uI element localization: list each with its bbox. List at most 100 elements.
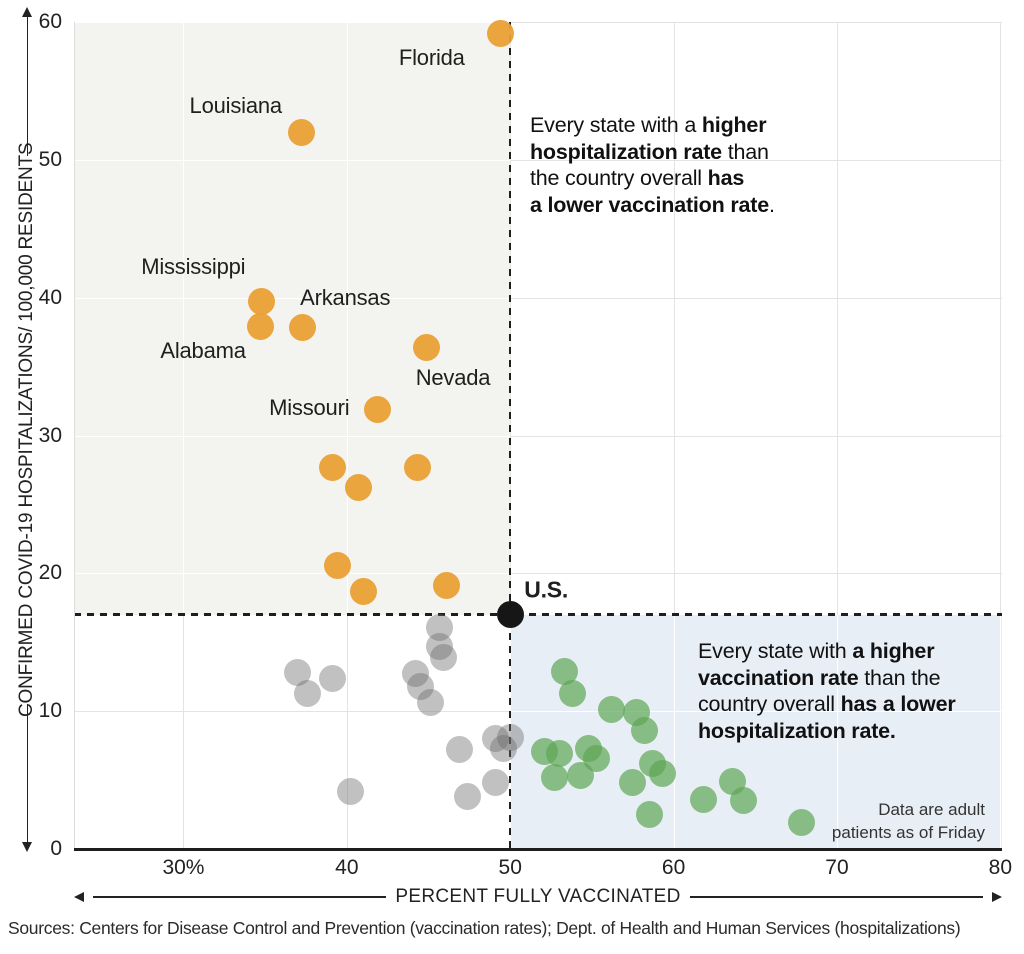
us-vaccination-reference-line	[508, 22, 512, 849]
gridline-horizontal	[74, 159, 511, 161]
annotation-higher-hospitalization: Every state with a higher hospitalization…	[530, 113, 775, 217]
x-tick-label: 70	[825, 856, 849, 879]
plot-area: Florida Louisiana Mississippi Arkansas Alaba…	[74, 19, 1002, 849]
scatter-dot-lower_hospitalization_lower_vaccination	[454, 783, 482, 811]
gridline-horizontal	[74, 435, 511, 437]
scatter-dot-lower_hospitalization_lower_vaccination	[406, 672, 434, 700]
scatter-dot-nevada	[413, 333, 441, 361]
y-tick-label: 0	[50, 837, 62, 860]
scatter-dot-higher_vaccination_than_us	[558, 679, 586, 707]
scatter-dot-higher_vaccination_than_us	[635, 801, 663, 829]
x-tick-label: 50	[498, 856, 522, 879]
scatter-dot-higher_vaccination_than_us	[566, 762, 594, 790]
scatter-dot-higher_hospitalization_than_us	[344, 474, 372, 502]
x-tick-label: 30%	[162, 856, 205, 879]
scatter-dot-missouri	[364, 395, 392, 423]
scatter-dot-lower_hospitalization_lower_vaccination	[429, 643, 457, 671]
label-arkansas: Arkansas	[300, 284, 391, 310]
x-axis-line	[74, 848, 1002, 851]
scatter-dot-lower_hospitalization_lower_vaccination	[416, 689, 444, 717]
gridline-horizontal	[74, 22, 511, 23]
label-us: U.S.	[524, 576, 569, 603]
scatter-dot-lower_hospitalization_lower_vaccination	[294, 679, 322, 707]
gridline-horizontal	[74, 297, 1002, 299]
scatter-dot-higher_hospitalization_than_us	[323, 551, 351, 579]
gridline-vertical	[836, 614, 838, 849]
x-axis-arrow-right-icon	[992, 892, 1003, 902]
scatter-dot-lower_hospitalization_lower_vaccination	[482, 769, 510, 797]
scatter-dot-lower_hospitalization_lower_vaccination	[446, 736, 474, 764]
x-axis-arrow-left-icon	[74, 892, 84, 902]
y-tick-label: 60	[38, 10, 62, 33]
scatter-dot-higher_vaccination_than_us	[630, 716, 658, 744]
gridline-horizontal	[74, 159, 1002, 161]
scatter-dot-mississippi	[248, 288, 276, 316]
y-tick-label: 50	[38, 147, 62, 171]
us-reference-dot	[496, 601, 524, 629]
y-tick-label: 10	[38, 699, 62, 723]
scatter-dot-arkansas	[289, 314, 317, 342]
plot-left-edge	[74, 22, 75, 849]
scatter-dot-lower_hospitalization_lower_vaccination	[336, 777, 364, 805]
data-note: Data are adult patients as of Friday	[831, 800, 985, 842]
scatter-dot-lower_hospitalization_lower_vaccination	[318, 664, 346, 692]
scatter-dot-higher_vaccination_than_us	[619, 769, 647, 797]
label-florida: Florida	[398, 44, 465, 70]
gridline-horizontal	[74, 573, 1002, 575]
label-nevada: Nevada	[415, 364, 491, 390]
scatter-dot-higher_vaccination_than_us	[545, 740, 573, 768]
scatter-dot-higher_hospitalization_than_us	[403, 453, 431, 481]
label-louisiana: Louisiana	[189, 93, 283, 119]
gridline-horizontal	[74, 573, 511, 575]
scatter-dot-higher_vaccination_than_us	[598, 696, 626, 724]
gridline-horizontal	[74, 435, 1002, 437]
annotation-higher-vaccination: Every state with a higher vaccination rat…	[698, 639, 956, 743]
scatter-dot-lower_hospitalization_lower_vaccination	[426, 632, 454, 660]
sources-line: Sources: Centers for Disease Control and…	[8, 918, 961, 938]
scatter-dot-lower_hospitalization_lower_vaccination	[490, 734, 518, 762]
x-tick-label: 60	[661, 856, 686, 879]
scatter-dot-higher_vaccination_than_us	[787, 809, 815, 837]
scatter-dot-lower_hospitalization_lower_vaccination	[401, 660, 429, 688]
scatter-dot-florida	[486, 19, 514, 47]
y-tick-label: 40	[38, 285, 62, 309]
scatter-dot-lower_hospitalization_lower_vaccination	[426, 613, 454, 641]
scatter-dot-higher_hospitalization_than_us	[433, 572, 460, 600]
scatter-dot-lower_hospitalization_lower_vaccination	[496, 723, 524, 751]
quadrant-shade-lower-right	[510, 614, 1002, 849]
us-hospitalization-reference-line	[74, 613, 1002, 616]
x-axis-arrow-line	[93, 896, 387, 898]
scatter-dot-higher_vaccination_than_us	[730, 787, 758, 815]
scatter-dot-alabama	[246, 313, 274, 341]
gridline-vertical	[346, 22, 348, 615]
gridline-vertical	[183, 22, 185, 615]
y-axis-arrow-down-icon	[22, 842, 32, 852]
gridline-vertical	[673, 614, 675, 849]
scatter-dot-lower_hospitalization_lower_vaccination	[482, 725, 510, 753]
gridline-horizontal	[510, 711, 1002, 713]
gridline-vertical	[1000, 614, 1002, 849]
label-alabama: Alabama	[160, 338, 246, 364]
scatter-dot-higher_vaccination_than_us	[689, 785, 717, 813]
y-tick-label: 30	[38, 423, 62, 447]
y-tick-label: 20	[38, 561, 62, 585]
x-axis-label: PERCENT FULLY VACCINATED	[395, 886, 681, 907]
y-axis-arrow-line	[26, 704, 28, 842]
x-axis-arrow: PERCENT FULLY VACCINATED	[74, 886, 1003, 908]
label-missouri: Missouri	[269, 394, 350, 420]
label-mississippi: Mississippi	[141, 254, 246, 280]
scatter-dot-higher_vaccination_than_us	[648, 759, 676, 787]
y-axis-arrow-line	[26, 16, 28, 156]
scatter-dot-louisiana	[287, 118, 315, 146]
scatter-dot-higher_vaccination_than_us	[540, 763, 568, 791]
scatter-dot-lower_hospitalization_lower_vaccination	[284, 659, 312, 687]
gridline-horizontal	[74, 22, 1002, 23]
x-tick-label: 80	[988, 856, 1013, 879]
x-axis-arrow-line	[689, 896, 984, 898]
y-axis-arrow-up-icon	[22, 7, 32, 17]
scatter-dot-higher_hospitalization_than_us	[349, 577, 377, 605]
scatter-dot-higher_hospitalization_than_us	[318, 453, 346, 481]
x-tick-label: 40	[335, 856, 359, 879]
gridline-horizontal	[74, 297, 511, 299]
